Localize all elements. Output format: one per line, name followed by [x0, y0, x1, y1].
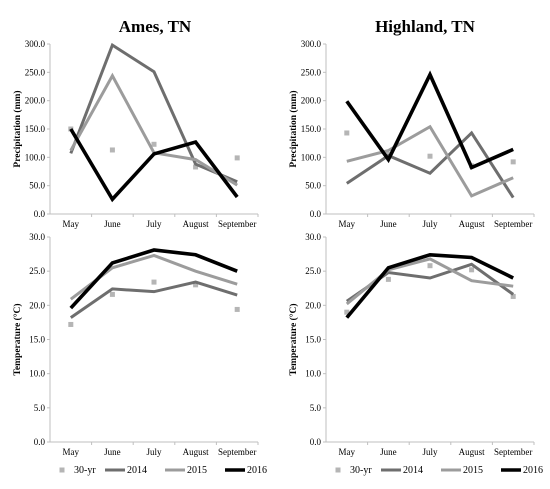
x-tick-label: May: [63, 447, 80, 457]
x-tick-label: May: [339, 447, 356, 457]
x-tick-label: June: [104, 219, 121, 229]
chart-title: Ames, TN: [119, 17, 192, 36]
y-tick-label: 10.0: [305, 369, 321, 379]
x-tick-label: July: [146, 447, 162, 457]
x-tick-label: September: [494, 447, 533, 457]
y-axis-label: Precipitation (mm): [288, 90, 299, 167]
series-line-2016: [69, 248, 238, 310]
series-line-2015: [345, 257, 514, 306]
series-line-2016: [345, 252, 514, 319]
y-tick-label: 250.0: [301, 67, 322, 77]
chart-panel-1: Ames, TN Precipitation (mm) 0.0 50.0 100.0 15…: [12, 17, 259, 229]
data-point-30yr: [193, 164, 199, 170]
y-tick-label: 0.0: [310, 437, 322, 447]
data-point-30yr: [234, 306, 240, 312]
x-tick-label: September: [218, 447, 257, 457]
legend-swatch-30yr: [335, 467, 341, 473]
legend-2: 30-yr 2014 2015 2016: [335, 465, 543, 476]
data-point-30yr: [151, 279, 157, 285]
x-tick-label: August: [459, 219, 486, 229]
x-tick-label: July: [422, 447, 438, 457]
legend-label: 2016: [247, 465, 267, 476]
data-point-30yr: [427, 153, 433, 159]
legend-swatch-30yr: [59, 467, 65, 473]
y-tick-label: 25.0: [305, 266, 321, 276]
legend-label: 30-yr: [74, 465, 96, 476]
y-tick-label: 150.0: [301, 124, 322, 134]
y-axis-label: Temperature (°C): [12, 303, 23, 375]
y-tick-label: 30.0: [29, 232, 45, 242]
x-tick-label: June: [104, 447, 121, 457]
x-tick-label: August: [459, 447, 486, 457]
data-point-30yr: [469, 267, 475, 273]
y-tick-label: 50.0: [29, 181, 45, 191]
legend-1: 30-yr 2014 2015 2016: [59, 465, 267, 476]
y-tick-label: 5.0: [310, 403, 322, 413]
data-point-30yr: [151, 141, 157, 147]
y-tick-label: 20.0: [29, 300, 45, 310]
chart-title: Highland, TN: [375, 17, 476, 36]
y-tick-label: 300.0: [301, 39, 322, 49]
data-point-30yr: [427, 263, 433, 269]
series-line-2014: [345, 130, 515, 199]
legend-label: 2015: [463, 465, 483, 476]
x-tick-label: September: [494, 219, 533, 229]
chart-panel-3: Temperature (°C) 0.0 5.0 10.0 15.0 20.0 25.0 30…: [12, 232, 259, 457]
data-point-30yr: [510, 293, 516, 299]
y-tick-label: 250.0: [25, 67, 46, 77]
data-point-30yr: [68, 321, 74, 327]
x-tick-label: August: [183, 219, 210, 229]
y-tick-label: 100.0: [301, 152, 322, 162]
y-tick-label: 15.0: [29, 335, 45, 345]
y-tick-label: 200.0: [25, 96, 46, 106]
y-tick-label: 20.0: [305, 300, 321, 310]
x-tick-label: May: [339, 219, 356, 229]
data-point-30yr: [109, 291, 115, 297]
x-tick-label: July: [422, 219, 438, 229]
legend-label: 2015: [187, 465, 207, 476]
legend-label: 30-yr: [350, 465, 372, 476]
y-tick-label: 300.0: [25, 39, 46, 49]
x-tick-label: June: [380, 447, 397, 457]
x-tick-label: September: [218, 219, 257, 229]
legend-label: 2016: [523, 465, 543, 476]
data-point-30yr: [234, 155, 240, 161]
y-tick-label: 0.0: [310, 209, 322, 219]
data-point-30yr: [385, 276, 391, 282]
series-line-2015: [346, 124, 514, 198]
data-point-30yr: [109, 147, 115, 153]
y-tick-label: 50.0: [305, 181, 321, 191]
chart-panel-2: Highland, TN Precipitation (mm) 0.0 50.0 100…: [288, 17, 535, 229]
series-line-2016: [345, 70, 514, 170]
x-tick-label: May: [63, 219, 80, 229]
x-tick-label: June: [380, 219, 397, 229]
series-line-2014: [69, 280, 238, 319]
x-tick-label: July: [146, 219, 162, 229]
y-tick-label: 0.0: [34, 437, 46, 447]
y-tick-label: 30.0: [305, 232, 321, 242]
legend-label: 2014: [127, 465, 147, 476]
y-tick-label: 15.0: [305, 335, 321, 345]
series-line-2014: [69, 42, 238, 184]
data-point-30yr: [344, 130, 350, 136]
series-line-2016: [69, 128, 239, 203]
data-point-30yr: [510, 159, 516, 165]
data-point-30yr: [193, 282, 199, 288]
y-tick-label: 150.0: [25, 124, 46, 134]
y-tick-label: 200.0: [301, 96, 322, 106]
y-tick-label: 25.0: [29, 266, 45, 276]
y-tick-label: 10.0: [29, 369, 45, 379]
x-tick-label: August: [183, 447, 210, 457]
y-tick-label: 100.0: [25, 152, 46, 162]
data-point-30yr: [344, 309, 350, 315]
y-axis-label: Temperature (°C): [288, 303, 299, 375]
y-tick-label: 0.0: [34, 209, 46, 219]
y-tick-label: 5.0: [34, 403, 46, 413]
y-axis-label: Precipitation (mm): [12, 90, 23, 167]
chart-panel-4: Temperature (°C) 0.0 5.0 10.0 15.0 20.0 25.0 30…: [288, 232, 535, 457]
legend-label: 2014: [403, 465, 423, 476]
